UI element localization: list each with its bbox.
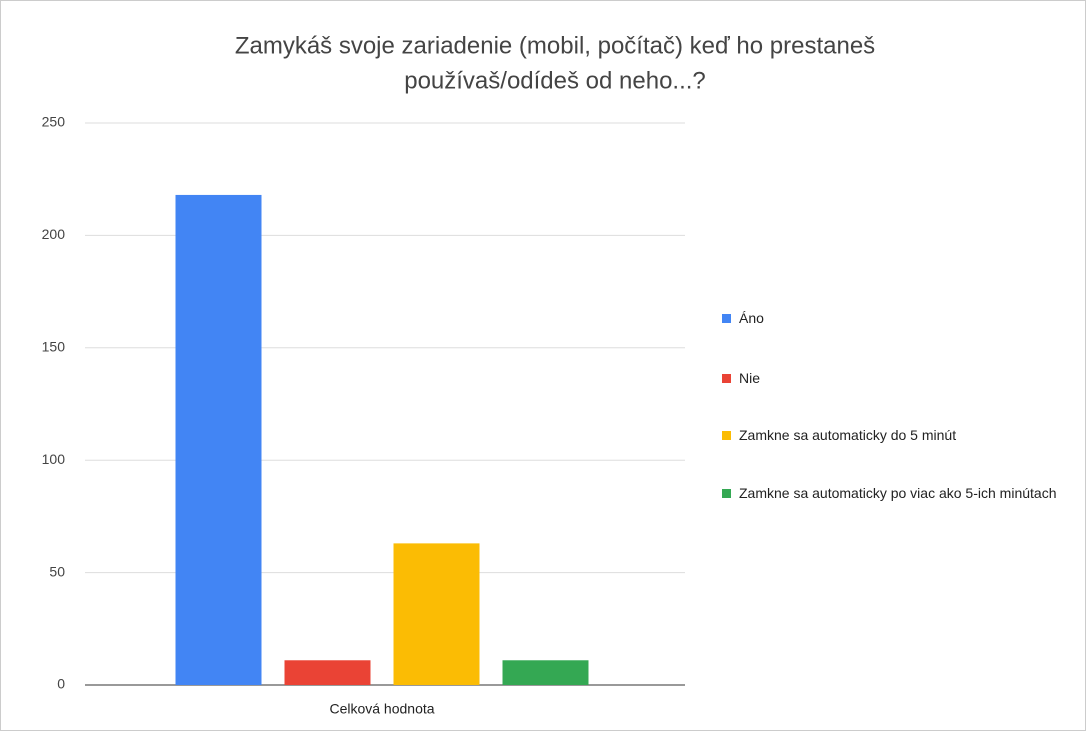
x-tick-label: Celková hodnota bbox=[329, 701, 434, 717]
legend-swatch bbox=[722, 489, 731, 498]
legend-swatch bbox=[722, 431, 731, 440]
y-tick-label: 0 bbox=[57, 676, 65, 692]
legend-item: Zamkne sa automaticky do 5 minút bbox=[720, 424, 1070, 446]
y-tick-label: 150 bbox=[42, 339, 66, 355]
bar bbox=[502, 660, 589, 685]
chart-title: používaš/odídeš od neho...? bbox=[404, 67, 706, 94]
legend-swatch bbox=[722, 374, 731, 383]
y-tick-label: 50 bbox=[49, 563, 65, 579]
legend-swatch bbox=[722, 314, 731, 323]
legend-item: Nie bbox=[720, 367, 1070, 389]
bar bbox=[284, 660, 371, 685]
y-tick-label: 200 bbox=[42, 226, 66, 242]
bar bbox=[393, 543, 480, 685]
legend-item: Áno bbox=[720, 307, 1070, 329]
legend-item: Zamkne sa automaticky po viac ako 5-ich … bbox=[720, 482, 1070, 504]
legend-label: Zamkne sa automaticky po viac ako 5-ich … bbox=[739, 485, 1057, 501]
bar bbox=[175, 194, 262, 685]
legend-label: Zamkne sa automaticky do 5 minút bbox=[739, 427, 957, 443]
legend-label: Nie bbox=[739, 370, 761, 386]
legend-label: Áno bbox=[739, 310, 764, 326]
y-tick-label: 250 bbox=[42, 114, 66, 130]
y-tick-label: 100 bbox=[42, 451, 66, 467]
chart-title: Zamykáš svoje zariadenie (mobil, počítač… bbox=[235, 32, 875, 59]
